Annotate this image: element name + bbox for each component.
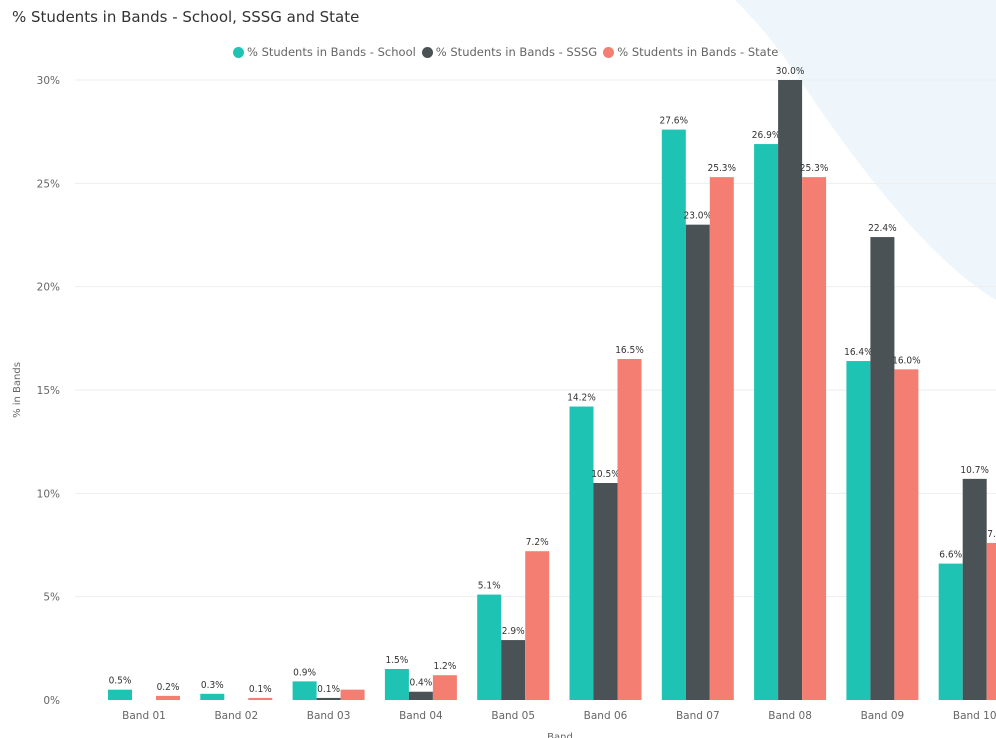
data-label: 27.6% [660, 116, 689, 127]
data-label: 16.0% [892, 355, 921, 366]
legend-label: % Students in Bands - State [617, 45, 779, 59]
x-tick-label: Band 02 [214, 710, 258, 722]
y-tick-label: 0% [43, 695, 60, 707]
x-tick-label: Band 04 [399, 710, 443, 722]
bar[interactable] [938, 563, 963, 700]
legend[interactable]: % Students in Bands - School % Students i… [233, 45, 784, 59]
bar[interactable] [525, 551, 550, 700]
data-label: 6.6% [939, 550, 962, 561]
bar[interactable] [778, 80, 803, 700]
legend-item[interactable]: % Students in Bands - SSSG [421, 45, 598, 59]
x-tick-label: Band 09 [861, 710, 905, 722]
bar[interactable] [501, 640, 526, 700]
bar[interactable] [477, 594, 502, 700]
bar[interactable] [846, 361, 871, 700]
data-label: 14.2% [567, 393, 596, 404]
bar[interactable] [986, 542, 996, 700]
bar[interactable] [870, 237, 895, 701]
y-tick-label: 10% [37, 488, 60, 500]
y-tick-label: 20% [37, 282, 60, 294]
bar[interactable] [108, 689, 132, 700]
data-label: 0.4% [409, 678, 432, 689]
bar[interactable] [432, 675, 457, 700]
bar[interactable] [384, 669, 409, 700]
bar[interactable] [685, 224, 710, 700]
data-label: 26.9% [752, 130, 781, 141]
data-label: 16.5% [615, 345, 644, 356]
legend-dot-icon [603, 46, 615, 58]
data-label: 30.0% [776, 66, 805, 77]
legend-label: % Students in Bands - SSSG [435, 45, 598, 59]
bar[interactable] [894, 369, 919, 700]
data-label: 0.5% [109, 676, 132, 687]
bar[interactable] [593, 483, 618, 700]
data-label: 7.2% [526, 537, 549, 548]
x-tick-label: Band 08 [768, 710, 812, 722]
bar[interactable] [617, 359, 642, 700]
y-tick-label: 15% [37, 385, 60, 397]
y-tick-label: 25% [37, 178, 60, 190]
data-label: 7.6% [987, 529, 996, 540]
bar[interactable] [316, 697, 341, 700]
bar[interactable] [661, 129, 686, 701]
data-label: 22.4% [868, 223, 897, 234]
data-label: 10.7% [960, 465, 989, 476]
x-tick-label: Band 05 [491, 710, 535, 722]
data-label: 0.3% [201, 680, 224, 691]
data-label: 5.1% [478, 581, 501, 592]
bar[interactable] [340, 689, 365, 700]
legend-item[interactable]: % Students in Bands - School [233, 45, 416, 59]
bar[interactable] [200, 693, 225, 700]
bar[interactable] [709, 177, 734, 701]
y-tick-label: 5% [43, 592, 60, 604]
data-label: 1.2% [433, 661, 456, 672]
data-label: 0.2% [157, 682, 180, 693]
legend-dot-icon [233, 46, 244, 58]
data-label: 23.0% [684, 211, 713, 222]
data-label: 10.5% [591, 469, 620, 480]
data-label: 16.4% [844, 347, 873, 358]
x-axis-title: Band [547, 732, 573, 738]
bar[interactable] [408, 691, 433, 700]
x-tick-label: Band 03 [307, 710, 351, 722]
data-label: 0.1% [249, 684, 272, 695]
y-tick-label: 30% [37, 75, 60, 87]
data-label: 0.9% [293, 667, 316, 678]
bar[interactable] [569, 406, 594, 700]
x-tick-label: Band 01 [122, 710, 166, 722]
bar[interactable] [156, 695, 180, 700]
data-label: 25.3% [800, 163, 829, 174]
bar[interactable] [292, 681, 317, 700]
bar[interactable] [248, 697, 273, 700]
data-label: 2.9% [502, 626, 525, 637]
x-tick-label: Band 07 [676, 710, 720, 722]
y-axis-title: % in Bands [12, 362, 23, 418]
bar[interactable] [802, 177, 827, 701]
data-label: 1.5% [385, 655, 408, 666]
bar[interactable] [754, 144, 779, 701]
legend-dot-icon [421, 46, 433, 58]
data-label: 0.1% [317, 684, 340, 695]
bar[interactable] [962, 478, 987, 700]
x-tick-label: Band 06 [584, 710, 628, 722]
chart-title: % Students in Bands - School, SSSG and S… [12, 8, 360, 26]
data-label: 25.3% [708, 163, 737, 174]
x-tick-label: Band 10 [953, 710, 996, 722]
legend-label: % Students in Bands - School [247, 45, 416, 59]
legend-item[interactable]: % Students in Bands - State [603, 45, 778, 59]
